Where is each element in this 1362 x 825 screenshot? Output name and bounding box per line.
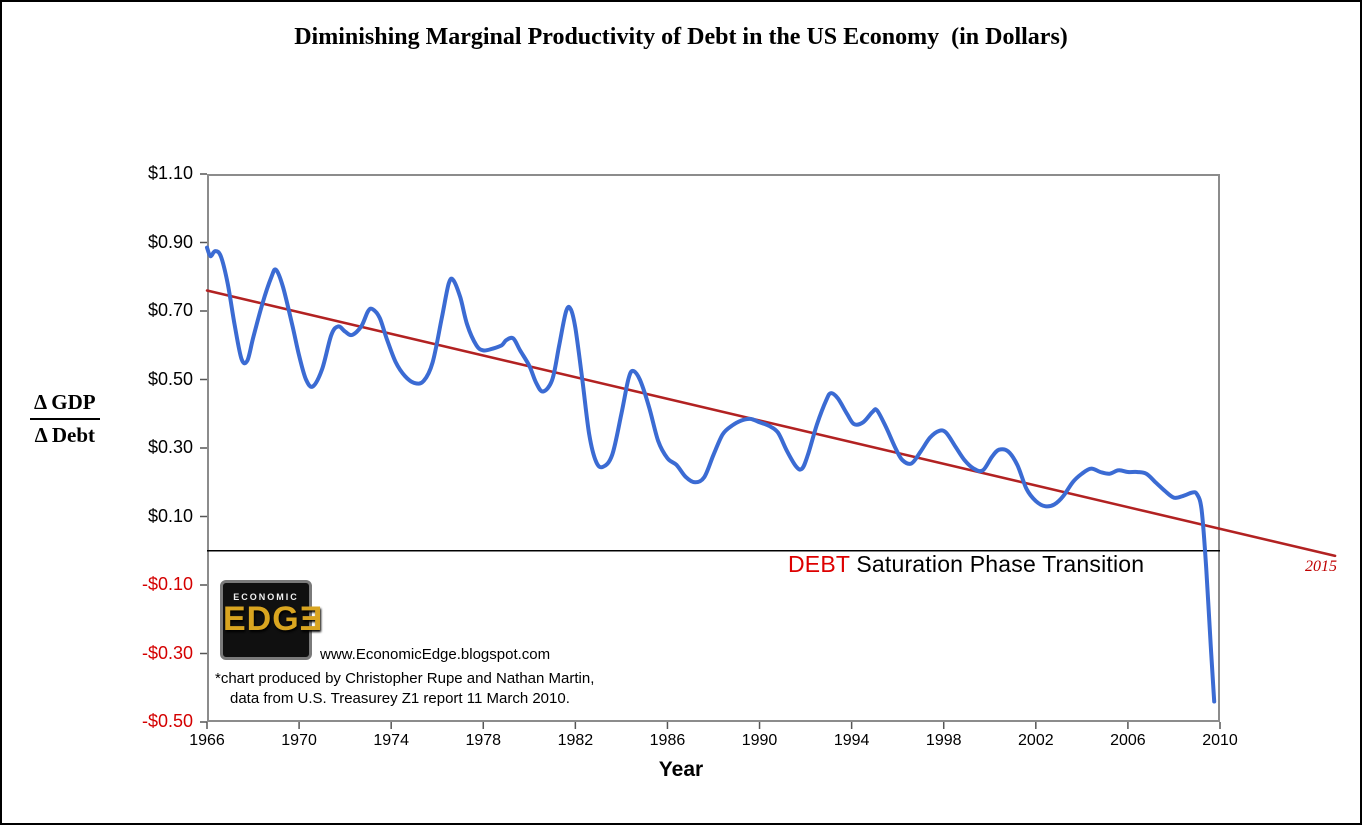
debt-word: DEBT <box>788 551 850 577</box>
economic-edge-logo: ECONOMIC EDGƎ <box>220 580 324 660</box>
credit-line-1: *chart produced by Christopher Rupe and … <box>215 670 595 687</box>
credit-line-2: data from U.S. Treasurey Z1 report 11 Ma… <box>230 690 570 707</box>
y-tick-label: $0.10 <box>147 505 193 526</box>
x-tick-label: 1966 <box>189 732 225 749</box>
y-tick-label: -$0.50 <box>141 711 193 731</box>
y-tick-label: $0.30 <box>147 437 193 457</box>
debt-saturation-annotation: DEBT Saturation Phase Transition <box>788 551 1144 578</box>
x-tick-label: 2002 <box>1018 732 1054 749</box>
x-tick-label: 1974 <box>373 732 409 749</box>
x-tick-label: 1998 <box>925 732 962 749</box>
x-tick-label: 1982 <box>557 732 594 749</box>
x-axis-title: Year <box>658 758 704 781</box>
chart-title: Diminishing Marginal Productivity of Deb… <box>294 24 1068 50</box>
y-axis-denominator: Δ Debt <box>34 423 95 447</box>
logo-edge-text: EDGƎ <box>223 600 324 638</box>
saturation-phase-text: Saturation Phase Transition <box>849 551 1145 577</box>
y-tick-label: $0.70 <box>147 300 193 320</box>
plot-area <box>207 174 1220 722</box>
x-tick-label: 1978 <box>465 732 502 749</box>
y-tick-label: $0.50 <box>147 368 193 389</box>
x-tick-label: 1970 <box>281 732 317 749</box>
website-url: www.EconomicEdge.blogspot.com <box>320 646 551 663</box>
y-tick-label: -$0.30 <box>141 642 193 663</box>
y-tick-label: $1.10 <box>147 163 193 183</box>
x-tick-label: 2010 <box>1202 732 1238 749</box>
x-tick-label: 1994 <box>833 732 870 749</box>
y-tick-label: $0.90 <box>147 231 193 252</box>
y-axis-numerator: Δ GDP <box>30 390 100 420</box>
x-tick-label: 1986 <box>649 732 686 749</box>
x-tick-label: 2006 <box>1110 732 1146 749</box>
logo-economic-text: ECONOMIC <box>233 592 299 602</box>
trend-end-year-label: 2015 <box>1305 558 1337 575</box>
y-tick-label: -$0.10 <box>141 574 193 594</box>
x-tick-label: 1990 <box>741 732 778 749</box>
y-axis-label: Δ GDP Δ Debt <box>30 390 100 448</box>
